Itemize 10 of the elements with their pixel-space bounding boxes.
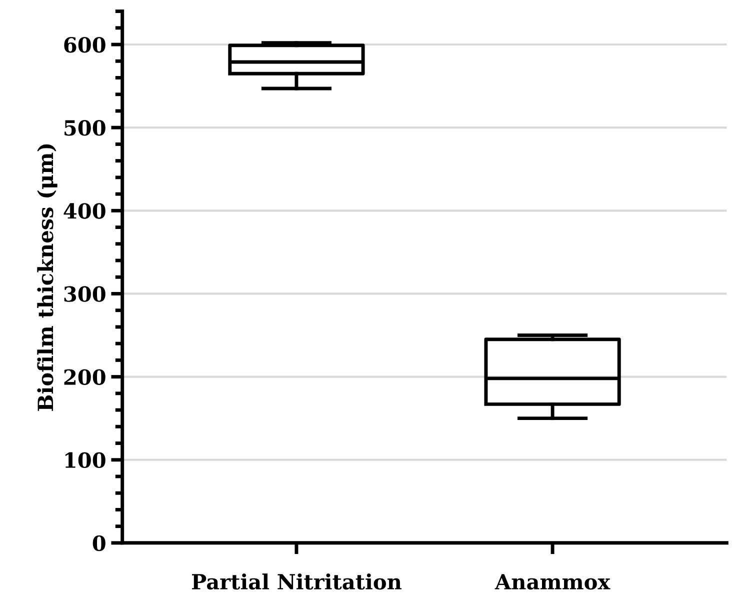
y-tick-label: 500 xyxy=(64,120,106,136)
y-tick-label: 0 xyxy=(92,535,106,552)
y-tick-label: 400 xyxy=(64,203,106,219)
y-tick-label: 600 xyxy=(64,36,106,53)
y-axis-title: Biofilm thickness (μm) xyxy=(37,144,58,411)
x-tick-label: Anammox xyxy=(494,574,610,590)
y-tick-label: 200 xyxy=(64,369,106,385)
x-tick-label: Partial Nitritation xyxy=(192,573,402,590)
y-tick-label: 100 xyxy=(65,452,106,468)
y-tick-label: 300 xyxy=(64,286,106,302)
